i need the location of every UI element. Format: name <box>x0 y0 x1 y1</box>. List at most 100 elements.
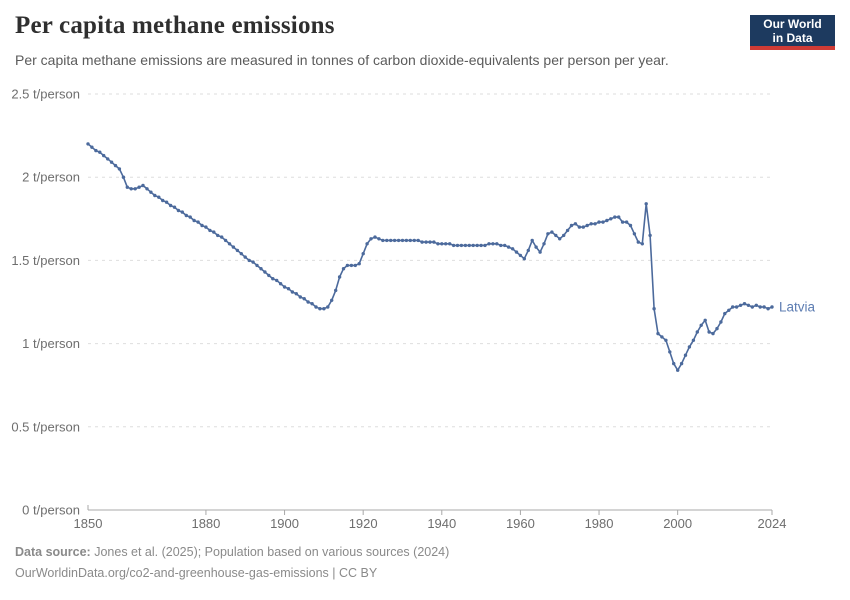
data-point <box>648 233 652 238</box>
data-point <box>742 302 747 306</box>
x-tick-label: 2024 <box>758 516 787 531</box>
data-point <box>668 350 672 354</box>
data-point <box>176 208 181 213</box>
data-point <box>624 220 629 224</box>
chart-footer: Data source: Jones et al. (2025); Popula… <box>15 542 715 584</box>
data-point <box>565 228 570 233</box>
data-point <box>758 305 762 309</box>
data-point <box>691 338 696 342</box>
data-point <box>522 257 526 261</box>
page-title: Per capita methane emissions <box>15 12 335 39</box>
data-point <box>278 282 283 286</box>
chart-subtitle: Per capita methane emissions are measure… <box>15 52 669 68</box>
data-point <box>294 292 298 296</box>
data-point <box>428 240 432 244</box>
data-point <box>255 263 259 268</box>
data-source-label: Data source: <box>15 545 91 559</box>
data-point <box>491 242 495 246</box>
data-point <box>220 235 224 239</box>
y-tick-label: 0.5 t/person <box>11 419 80 434</box>
data-point <box>727 308 731 312</box>
series-end-label[interactable]: Latvia <box>779 299 816 314</box>
data-point <box>495 242 499 246</box>
data-source-text: Jones et al. (2025); Population based on… <box>90 545 450 559</box>
data-point <box>518 253 523 258</box>
data-point <box>766 307 770 311</box>
data-point <box>231 245 236 249</box>
data-point <box>711 331 715 336</box>
data-point <box>699 323 703 327</box>
data-point <box>593 222 597 226</box>
data-point <box>172 205 177 209</box>
data-point <box>251 260 255 264</box>
data-point <box>416 238 420 243</box>
data-point <box>467 243 471 248</box>
data-point <box>534 245 538 249</box>
data-point <box>526 248 530 253</box>
data-point <box>660 335 664 339</box>
owid-logo-line1: Our World <box>763 16 822 31</box>
data-point <box>322 307 326 311</box>
data-source-line: Data source: Jones et al. (2025); Popula… <box>15 542 715 563</box>
data-point <box>141 183 145 188</box>
data-point <box>455 243 460 248</box>
data-point <box>341 267 346 271</box>
data-point <box>149 190 153 194</box>
data-point <box>703 318 707 322</box>
y-tick-label: 2 t/person <box>22 170 80 185</box>
data-point <box>731 305 735 309</box>
data-point <box>617 215 621 219</box>
data-point <box>396 238 401 243</box>
data-point <box>275 278 279 283</box>
data-point <box>471 243 475 248</box>
data-point <box>506 245 511 249</box>
data-point <box>719 320 723 324</box>
data-point <box>106 157 110 161</box>
license-line[interactable]: OurWorldinData.org/co2-and-greenhouse-ga… <box>15 566 378 580</box>
data-point <box>656 331 660 336</box>
data-point <box>734 305 739 309</box>
data-point <box>361 252 365 256</box>
data-point <box>302 297 306 301</box>
data-point <box>762 305 766 309</box>
data-point <box>337 275 342 279</box>
y-tick-label: 1 t/person <box>22 336 80 351</box>
data-point <box>102 153 106 158</box>
y-tick-label: 2.5 t/person <box>11 87 80 102</box>
data-point <box>687 345 692 349</box>
data-point <box>601 220 605 224</box>
data-point <box>683 353 688 357</box>
data-point <box>746 303 751 307</box>
data-point <box>326 305 330 309</box>
data-point <box>695 330 699 334</box>
data-point <box>117 167 122 171</box>
data-point <box>463 243 468 248</box>
data-point <box>483 243 487 248</box>
data-point <box>98 150 102 154</box>
data-point <box>235 248 240 253</box>
data-point <box>94 148 98 153</box>
data-point <box>192 218 196 223</box>
data-point <box>652 307 656 311</box>
data-point <box>125 185 129 189</box>
data-point <box>164 200 169 204</box>
series-line[interactable] <box>87 143 773 371</box>
data-point <box>644 202 648 206</box>
data-point <box>664 338 668 342</box>
data-point <box>137 185 141 189</box>
data-point <box>334 288 338 293</box>
data-point <box>620 220 625 224</box>
data-point <box>605 218 609 223</box>
data-point <box>613 215 617 219</box>
owid-logo[interactable]: Our World in Data <box>750 15 835 50</box>
data-point <box>310 302 314 306</box>
data-point <box>389 238 393 243</box>
data-point <box>353 263 357 268</box>
data-point <box>113 163 118 168</box>
data-point <box>738 303 743 307</box>
data-point <box>385 238 389 243</box>
data-point <box>676 368 680 372</box>
data-point <box>377 237 381 241</box>
data-point <box>487 242 491 246</box>
